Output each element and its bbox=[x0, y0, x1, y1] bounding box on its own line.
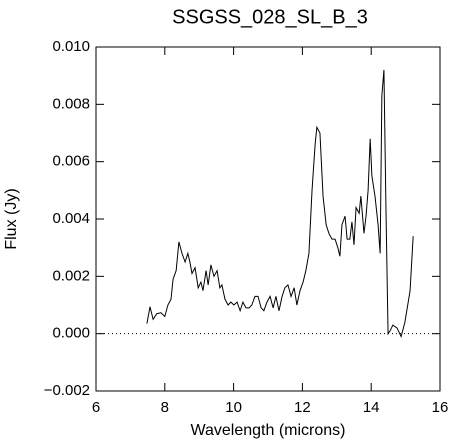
plot-frame bbox=[95, 46, 441, 392]
x-axis-label: Wavelength (microns) bbox=[190, 422, 345, 439]
y-tick-label: 0.002 bbox=[52, 267, 90, 284]
y-tick-label: 0.004 bbox=[52, 210, 90, 227]
y-tick-label: 0.006 bbox=[52, 153, 90, 170]
x-tick-label: 12 bbox=[294, 399, 311, 416]
y-tick-label: 0.008 bbox=[52, 95, 90, 112]
y-tick-label: 0.000 bbox=[52, 325, 90, 342]
data-line bbox=[146, 69, 414, 338]
y-tick-label: −0.002 bbox=[44, 382, 90, 399]
chart-title: SSGSS_028_SL_B_3 bbox=[172, 6, 368, 28]
y-axis-label: Flux (Jy) bbox=[3, 188, 20, 249]
x-tick-label: 14 bbox=[363, 399, 380, 416]
x-tick-label: 6 bbox=[92, 399, 100, 416]
y-tick-label: 0.010 bbox=[52, 38, 90, 55]
x-tick-label: 16 bbox=[432, 399, 449, 416]
x-tick-label: 8 bbox=[161, 399, 169, 416]
x-tick-label: 10 bbox=[225, 399, 242, 416]
